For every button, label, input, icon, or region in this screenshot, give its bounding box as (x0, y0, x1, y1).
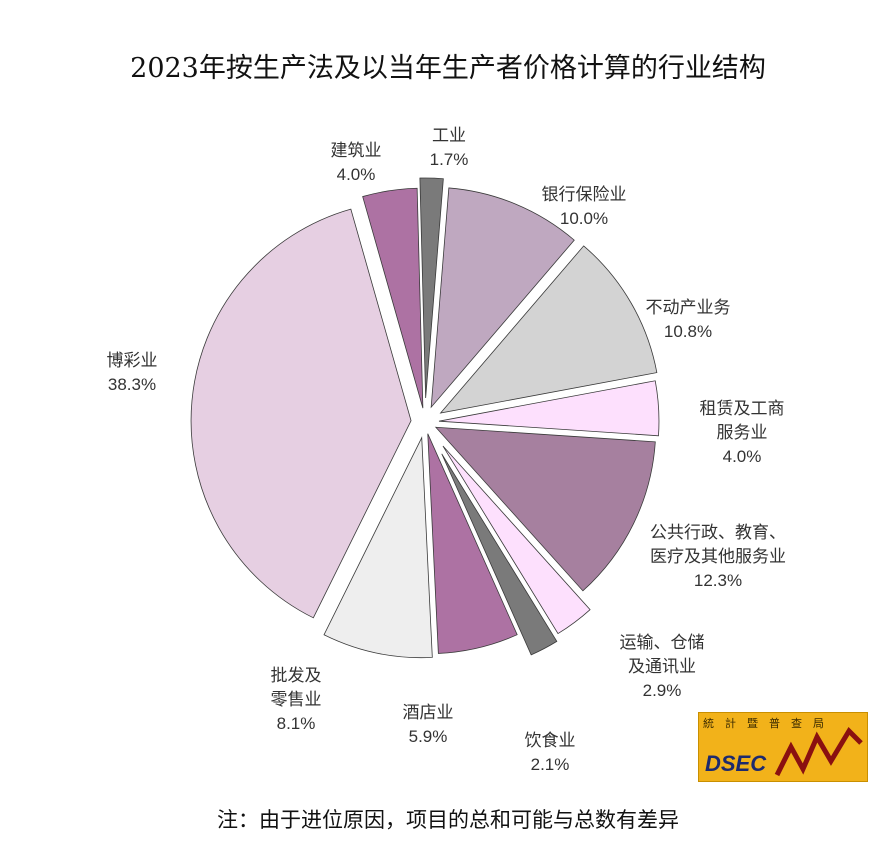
slice-name-label-4: 医疗及其他服务业 (650, 547, 786, 566)
slice-name-label-6: 饮食业 (525, 731, 576, 750)
pie-slice-10 (362, 187, 424, 409)
slice-value-label-6: 2.1% (531, 755, 570, 774)
slice-name-label-4: 公共行政、教育、 (650, 523, 786, 542)
slice-name-label-3: 服务业 (717, 423, 768, 442)
slice-value-label-3: 4.0% (723, 447, 762, 466)
slice-name-label-5: 运输、仓储 (620, 633, 705, 652)
pie-slice-9 (190, 208, 412, 619)
pie-slice-7 (427, 433, 518, 654)
footnote: 注：由于进位原因，项目的总和可能与总数有差异 (217, 808, 679, 832)
pie-slice-6 (441, 453, 558, 656)
pie-slice-0 (419, 177, 444, 399)
slice-name-label-0: 工业 (432, 126, 466, 145)
slice-value-label-1: 10.0% (560, 209, 608, 228)
slice-name-label-2: 不动产业务 (646, 298, 731, 317)
dsec-logo: 統計暨普查局 DSEC (698, 712, 868, 782)
slice-name-label-3: 租赁及工商 (700, 399, 785, 418)
slice-name-label-7: 酒店业 (403, 703, 454, 722)
slice-value-label-4: 12.3% (694, 571, 742, 590)
chart-title: 2023年按生产法及以当年生产者价格计算的行业结构 (130, 53, 766, 84)
dsec-logo-zigzag-icon (774, 726, 863, 777)
slice-name-label-8: 零售业 (271, 690, 322, 709)
pie-slice-3 (438, 380, 660, 437)
pie-slice-8 (323, 436, 433, 659)
slice-value-label-10: 4.0% (337, 165, 376, 184)
slice-value-label-5: 2.9% (643, 681, 682, 700)
slice-value-label-7: 5.9% (409, 727, 448, 746)
slice-value-label-9: 38.3% (108, 375, 156, 394)
slice-name-label-5: 及通讯业 (628, 657, 696, 676)
pie-slice-4 (434, 426, 656, 592)
pie-slice-1 (430, 187, 575, 409)
slice-value-label-8: 8.1% (277, 714, 316, 733)
slice-name-label-9: 博彩业 (107, 351, 158, 370)
slice-name-label-1: 银行保险业 (542, 185, 627, 204)
slice-value-label-2: 10.8% (664, 322, 712, 341)
slice-name-label-8: 批发及 (271, 666, 322, 685)
slice-name-label-10: 建筑业 (331, 141, 382, 160)
slice-value-label-0: 1.7% (430, 150, 469, 169)
logo-org-name: 統計暨普查局 (703, 717, 835, 730)
pie-slice-5 (442, 445, 591, 635)
logo-word: DSEC (705, 751, 767, 776)
pie-slice-2 (439, 245, 658, 414)
